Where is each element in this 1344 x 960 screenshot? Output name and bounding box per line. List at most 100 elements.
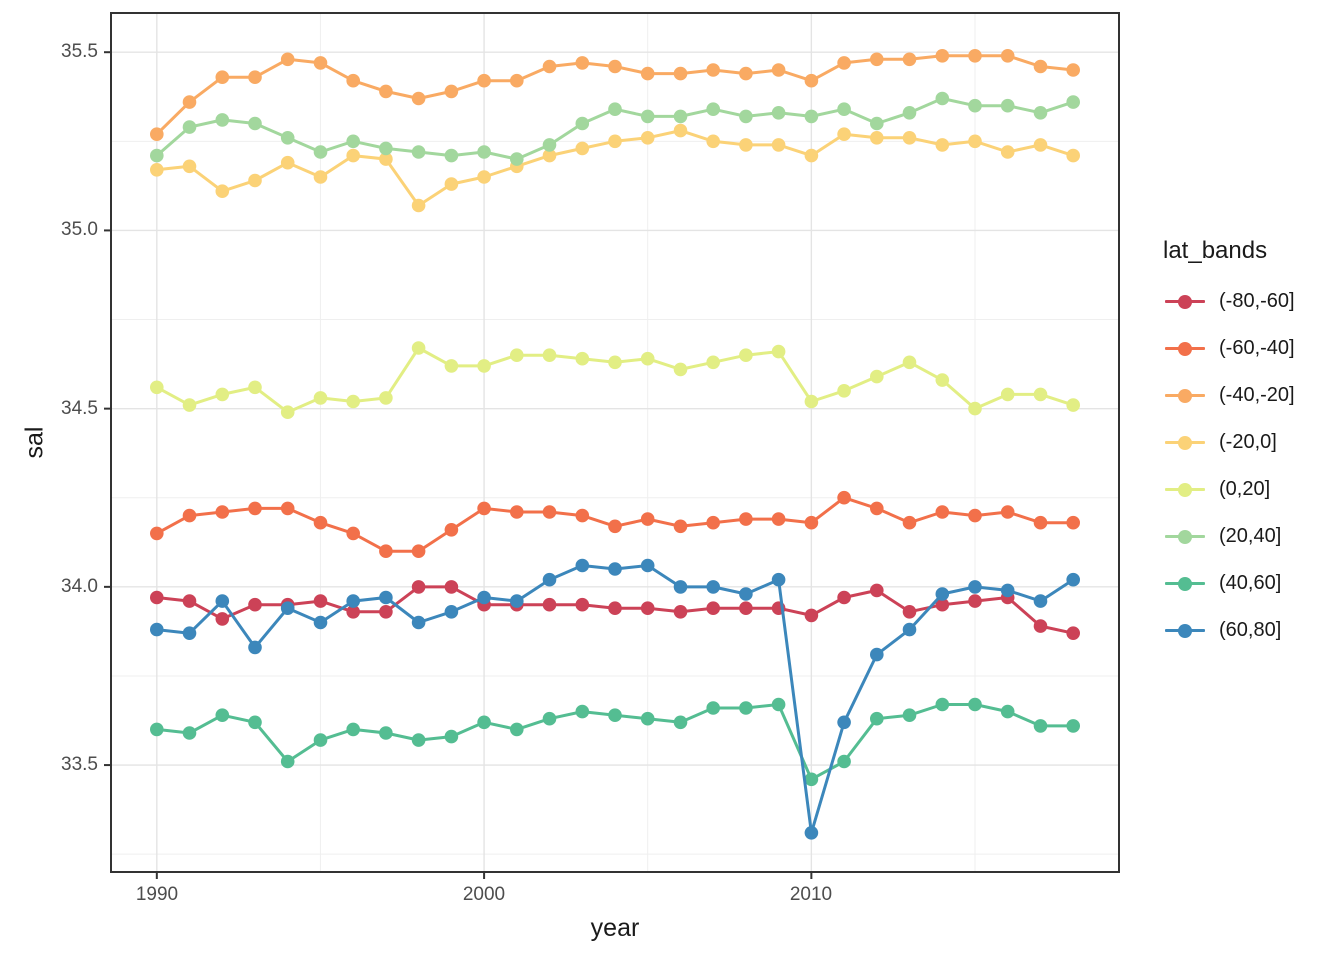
data-point [575, 141, 590, 156]
data-point [379, 152, 393, 166]
legend-label: (-20,0] [1219, 431, 1277, 453]
legend-key-icon [1163, 513, 1207, 560]
data-point [837, 754, 851, 769]
data-point [739, 601, 753, 615]
data-point [379, 590, 393, 605]
data-point [280, 155, 295, 170]
data-point [150, 127, 164, 141]
legend-item: (-20,0] [1163, 419, 1338, 466]
data-point [182, 726, 197, 740]
data-point [968, 697, 982, 712]
data-point [804, 148, 819, 163]
data-point [575, 116, 590, 131]
data-point [280, 405, 295, 420]
data-point [804, 826, 819, 840]
data-point [444, 177, 459, 191]
data-point [215, 387, 230, 402]
data-point [1066, 95, 1080, 109]
data-point [804, 394, 819, 409]
data-point [248, 380, 262, 395]
data-point [870, 583, 884, 598]
data-point [902, 622, 917, 637]
data-point [1066, 515, 1080, 530]
data-point [1033, 594, 1048, 608]
data-point [902, 708, 917, 722]
data-point [935, 587, 950, 601]
data-point [608, 134, 622, 149]
legend-item: (60,80] [1163, 607, 1338, 654]
y-tick-label: 34.0 [61, 576, 98, 597]
data-point [411, 91, 426, 106]
data-point [706, 63, 720, 77]
data-point [771, 697, 786, 712]
data-point [902, 106, 917, 120]
data-point [248, 173, 262, 188]
legend-item: (0,20] [1163, 466, 1338, 513]
data-point [706, 102, 720, 116]
data-point [248, 715, 262, 730]
legend-key-dot [1178, 576, 1192, 591]
data-point [640, 601, 655, 615]
data-point [280, 52, 295, 67]
data-point [935, 697, 950, 712]
data-point [1033, 138, 1048, 152]
data-point [444, 359, 459, 373]
data-point [346, 594, 361, 608]
data-point [870, 369, 884, 384]
data-point [673, 362, 688, 377]
data-point [902, 52, 917, 67]
data-point [542, 505, 557, 519]
data-point [444, 580, 459, 594]
data-point [1000, 583, 1015, 598]
data-point [1066, 719, 1080, 733]
y-tick-label: 35.0 [61, 219, 98, 240]
data-point [575, 351, 590, 366]
data-point [1000, 387, 1015, 402]
data-point [804, 515, 819, 530]
data-point [215, 184, 230, 198]
data-point [968, 580, 982, 594]
legend-item: (20,40] [1163, 513, 1338, 560]
data-point [1033, 59, 1048, 74]
legend-key-dot [1178, 623, 1192, 638]
data-point [510, 73, 524, 88]
data-point [379, 391, 393, 405]
data-point [182, 626, 197, 640]
data-point [313, 56, 328, 70]
data-point [968, 134, 982, 149]
data-point [150, 380, 164, 395]
data-point [771, 572, 786, 587]
data-point [608, 601, 622, 615]
data-point [673, 66, 688, 81]
data-point [935, 91, 950, 106]
data-point [1033, 106, 1048, 120]
legend-key-icon [1163, 325, 1207, 372]
x-tick-label: 2010 [789, 884, 833, 905]
data-point [837, 102, 851, 116]
data-point [640, 711, 655, 726]
data-point [837, 490, 851, 505]
y-tick-label: 33.5 [61, 754, 98, 775]
data-point [1033, 387, 1048, 402]
data-point [771, 63, 786, 77]
data-point [870, 52, 884, 67]
data-point [1066, 63, 1080, 77]
data-point [640, 66, 655, 81]
data-point [280, 754, 295, 769]
data-point [968, 401, 982, 416]
data-point [313, 733, 328, 747]
legend-item: (40,60] [1163, 560, 1338, 607]
data-point [379, 84, 393, 99]
legend-key-dot [1178, 482, 1192, 497]
data-point [804, 73, 819, 88]
data-point [280, 601, 295, 615]
data-point [248, 597, 262, 612]
data-point [608, 708, 622, 722]
data-point [542, 59, 557, 74]
legend-label: (-40,-20] [1219, 384, 1295, 406]
data-point [870, 501, 884, 516]
data-point [346, 394, 361, 409]
data-point [968, 594, 982, 608]
legend-item: (-80,-60] [1163, 278, 1338, 325]
